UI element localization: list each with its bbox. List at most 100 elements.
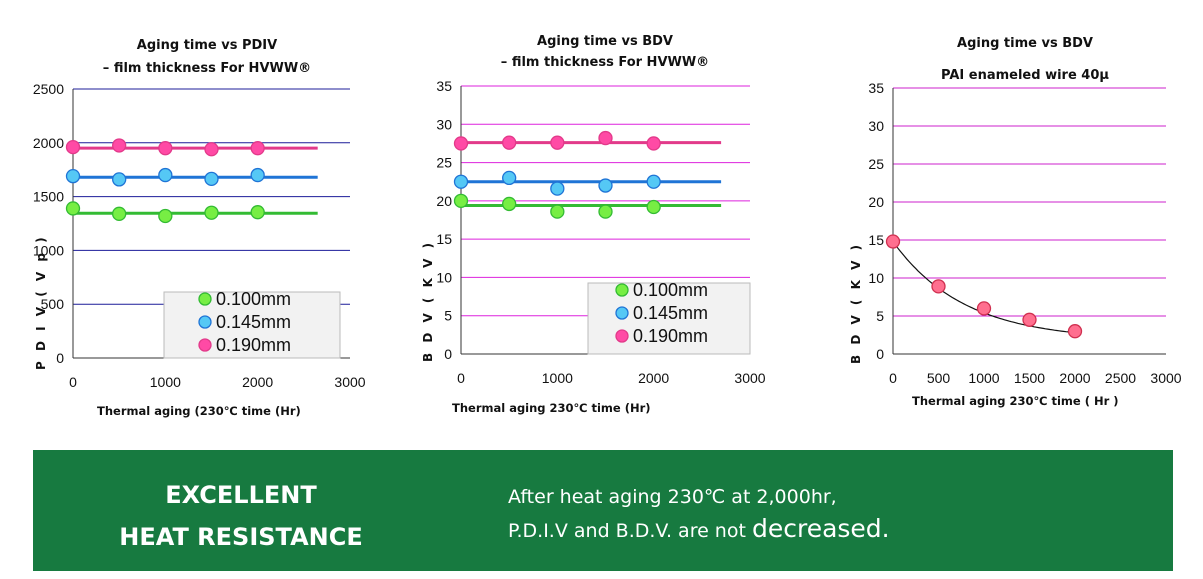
chart1-series-1-point (65, 201, 81, 216)
banner-text-line-2-prefix: P.D.I.V and B.D.V. are not (508, 520, 752, 542)
banner-text-line-1: After heat aging 230℃ at 2,000hr, (508, 486, 837, 508)
chart1-xtick-label: 0 (69, 374, 77, 390)
chart2-ytick-label: 20 (436, 193, 452, 209)
chart3-ytick-label: 10 (868, 270, 884, 286)
chart2-ytick-label: 15 (436, 231, 452, 247)
chart1-legend-label-1: 0.100mm (216, 289, 291, 309)
chart3-ytick-label: 5 (876, 308, 884, 324)
banner-heading-line-1: EXCELLENT (165, 481, 317, 509)
chart3-x-axis-label: Thermal aging 230℃ time ( Hr ) (912, 394, 1119, 408)
banner-heading-line-2: HEAT RESISTANCE (119, 523, 363, 551)
chart3-trend-curve (892, 241, 1076, 334)
chart1-legend-label-2: 0.145mm (216, 312, 291, 332)
chart1-title-line-2: – film thickness For HVWW® (103, 61, 311, 76)
chart3-series-1-point (1022, 312, 1037, 327)
chart2-ytick-label: 30 (436, 116, 452, 132)
chart2-xtick-label: 0 (457, 370, 465, 386)
chart1-legend-marker-1 (198, 292, 212, 306)
chart1-x-axis-label: Thermal aging (230℃ time (Hr) (97, 404, 301, 418)
chart2-legend-box (587, 282, 751, 355)
chart2-series-2-point (502, 170, 517, 186)
chart3-series-1-point (931, 279, 946, 294)
chart2-title-line-1: Aging time vs BDV (537, 34, 673, 49)
chart2-xtick-label: 2000 (638, 370, 669, 386)
chart3-ytick-label: 35 (868, 80, 884, 96)
chart1-ytick-label: 2500 (33, 81, 64, 97)
chart2-legend-marker-1 (615, 283, 629, 297)
chart1-ytick-label: 1500 (33, 189, 64, 205)
chart1-series-2-point (65, 169, 81, 184)
chart3-title-line-2: PAI enameled wire 40μ (941, 68, 1109, 83)
chart2-ytick-label: 10 (436, 269, 452, 285)
chart1-series-1-point (158, 208, 173, 224)
chart3-xtick-label: 1000 (968, 370, 999, 386)
chart2-xtick-label: 1000 (542, 370, 573, 386)
chart1-ytick-label: 2000 (33, 135, 64, 151)
chart1-series-2-point (112, 172, 127, 187)
chart1-legend-marker-2 (198, 315, 212, 329)
chart1-xtick-label: 2000 (242, 374, 273, 390)
chart3-ytick-label: 20 (868, 194, 884, 210)
chart3-xtick-label: 1500 (1014, 370, 1045, 386)
chart1-series-2-point (250, 167, 265, 183)
chart2-series-3-point (598, 130, 613, 146)
chart3-xtick-label: 500 (927, 370, 951, 386)
chart3-ytick-label: 30 (868, 118, 884, 134)
chart1-y-axis-label: P D I V ( V p ) (34, 234, 48, 370)
chart2-series-2-point (550, 181, 565, 196)
chart1-series-1-point (250, 205, 265, 220)
chart1-series-2-point (204, 171, 219, 186)
chart2-series-1-point (453, 193, 469, 209)
chart1-ytick-label: 500 (41, 296, 65, 312)
chart2-series-3-point (502, 135, 517, 150)
chart3-ytick-label: 0 (876, 346, 884, 362)
chart2-series-1-point (598, 204, 613, 219)
chart1-legend-box (163, 291, 341, 359)
chart3-ytick-label: 25 (868, 156, 884, 172)
chart2-series-1-point (550, 204, 565, 219)
chart2-series-2-point (646, 174, 661, 189)
chart1-series-3-point (65, 139, 81, 155)
chart1-series-3-point (112, 138, 127, 153)
chart2-series-3-point (646, 136, 661, 151)
charts-area: Aging time vs PDIV – film thickness For H… (33, 34, 1182, 418)
chart2-ytick-label: 0 (444, 346, 452, 362)
chart2-ytick-label: 25 (436, 155, 452, 171)
banner-heading: EXCELLENT HEAT RESISTANCE (81, 474, 401, 558)
chart2-y-axis-label: B D V ( K V ) (421, 240, 435, 362)
chart2-series-3-point (453, 136, 469, 151)
chart3-xtick-label: 3000 (1150, 370, 1181, 386)
chart2-ytick-label: 35 (436, 78, 452, 94)
banner-text-line-2: P.D.I.V and B.D.V. are not decreased. (508, 513, 1148, 547)
chart2-legend-marker-2 (615, 306, 629, 320)
chart2-legend-label-1: 0.100mm (633, 280, 708, 300)
banner-text-emphasis: decreased. (751, 514, 890, 543)
chart3-series-1-point (1067, 324, 1083, 339)
chart1-series-3-point (158, 141, 173, 156)
chart2-series-1-point (646, 199, 661, 215)
chart1-series-1-point (112, 206, 127, 221)
chart1-series-2-point (158, 167, 173, 183)
chart2-xtick-label: 3000 (734, 370, 765, 386)
chart1-ytick-label: 1000 (33, 242, 64, 258)
chart3-xtick-label: 2500 (1105, 370, 1136, 386)
chart2-series-1-point (502, 196, 517, 212)
chart3-y-axis-label: B D V ( K V ) (849, 242, 863, 364)
chart2-series-2-point (598, 178, 613, 193)
chart1-legend-label-3: 0.190mm (216, 335, 291, 355)
chart2-title-line-2: – film thickness For HVWW® (501, 55, 709, 70)
chart3-series-1-point (885, 234, 901, 249)
chart3-ytick-label: 15 (868, 232, 884, 248)
chart2-ytick-label: 5 (444, 308, 452, 324)
chart1-xtick-label: 3000 (334, 374, 365, 390)
chart3-xtick-label: 2000 (1059, 370, 1090, 386)
chart1-series-3-point (204, 142, 219, 157)
chart2-legend-label-2: 0.145mm (633, 303, 708, 323)
summary-banner: EXCELLENT HEAT RESISTANCE After heat agi… (33, 450, 1173, 571)
chart1-title-line-1: Aging time vs PDIV (137, 38, 277, 53)
chart1-ytick-label: 0 (56, 350, 64, 366)
chart2-legend-label-3: 0.190mm (633, 326, 708, 346)
chart3-xtick-label: 0 (889, 370, 897, 386)
banner-text: After heat aging 230℃ at 2,000hr, P.D.I.… (508, 481, 1148, 547)
chart2-x-axis-label: Thermal aging 230℃ time (Hr) (452, 401, 651, 415)
